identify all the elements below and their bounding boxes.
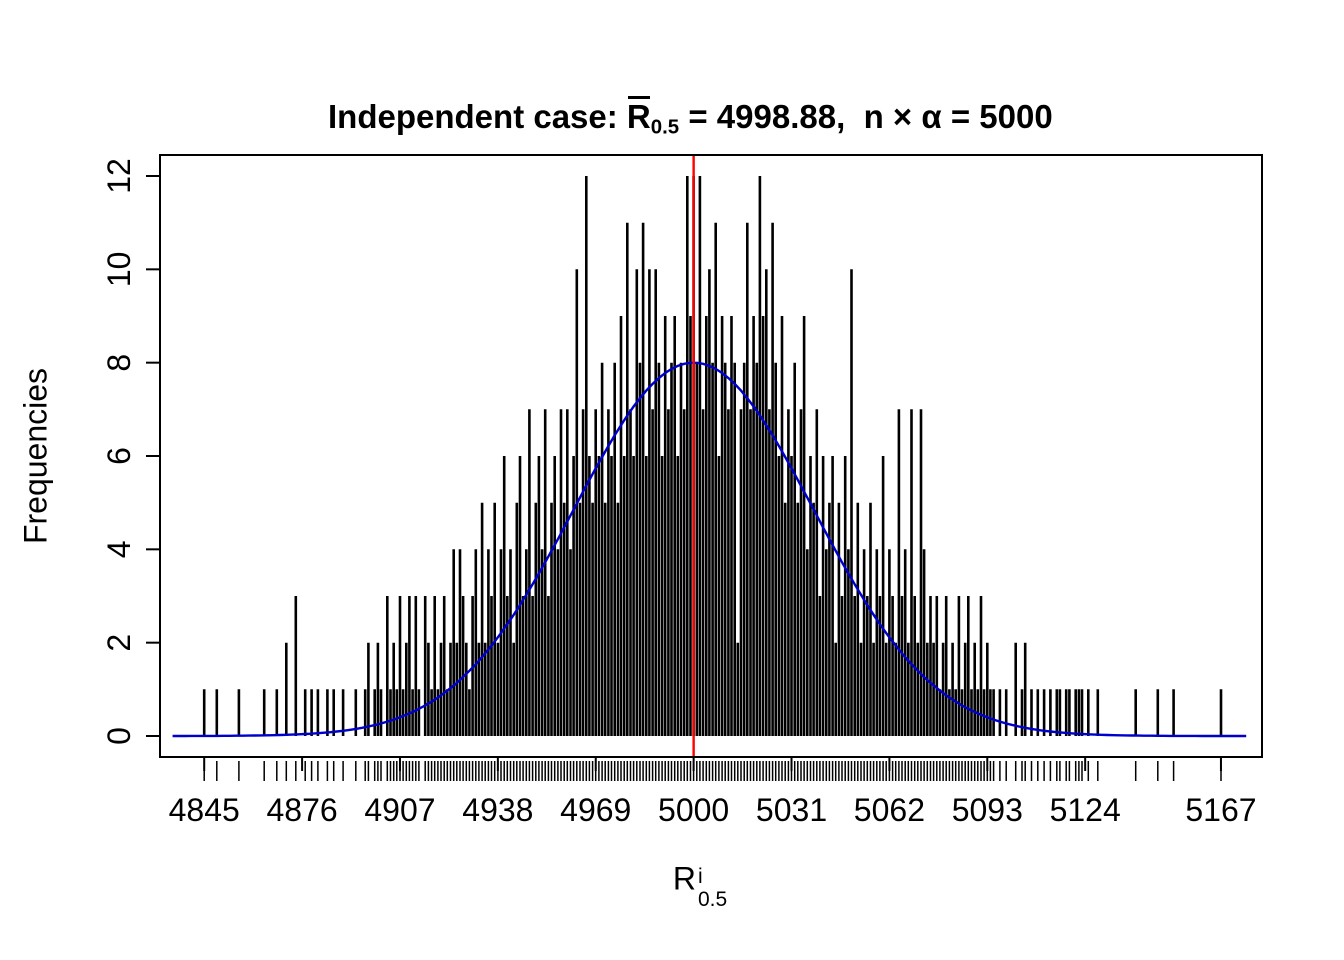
- rbar-symbol: R: [626, 96, 651, 135]
- y-tick-label: 2: [101, 634, 137, 652]
- x-tick-label: 4907: [364, 792, 435, 828]
- xlabel-subscript: 0.5: [697, 888, 728, 912]
- title-r-subscript: 0.5: [650, 115, 680, 139]
- chart-title: Independent case: R0.5 = 4998.88, n × α …: [0, 60, 1344, 178]
- normal-density-curve: [172, 361, 1247, 738]
- rug-marks: [203, 761, 1222, 781]
- y-axis-label: Frequencies: [17, 367, 54, 545]
- y-tick-label: 10: [101, 252, 137, 288]
- histogram-spikes: [202, 176, 1223, 736]
- xlabel-script-stack: i 0.5: [698, 865, 727, 911]
- title-r-base: R: [626, 98, 651, 135]
- x-tick-label: 5000: [658, 792, 729, 828]
- x-tick-label: 5062: [854, 792, 925, 828]
- title-prefix: Independent case:: [328, 98, 627, 135]
- x-tick-label: 4938: [462, 792, 533, 828]
- xlabel-base: R: [672, 860, 696, 897]
- y-tick-label: 8: [101, 354, 137, 372]
- x-tick-label: 5167: [1185, 792, 1256, 828]
- x-tick-label: 4876: [266, 792, 337, 828]
- y-tick-label: 6: [101, 447, 137, 465]
- x-tick-label: 4845: [169, 792, 240, 828]
- title-mean-value: = 4998.88,: [679, 98, 864, 135]
- x-tick-label: 5093: [952, 792, 1023, 828]
- y-tick-label: 4: [101, 540, 137, 558]
- x-tick-label: 4969: [560, 792, 631, 828]
- xlabel-superscript: i: [697, 865, 703, 888]
- y-tick-label: 0: [101, 727, 137, 745]
- x-tick-label: 5031: [756, 792, 827, 828]
- title-n-alpha: n × α = 5000: [863, 98, 1053, 135]
- y-tick-label: 12: [101, 158, 137, 194]
- x-tick-label: 5124: [1050, 792, 1121, 828]
- plot-box: [159, 154, 1263, 758]
